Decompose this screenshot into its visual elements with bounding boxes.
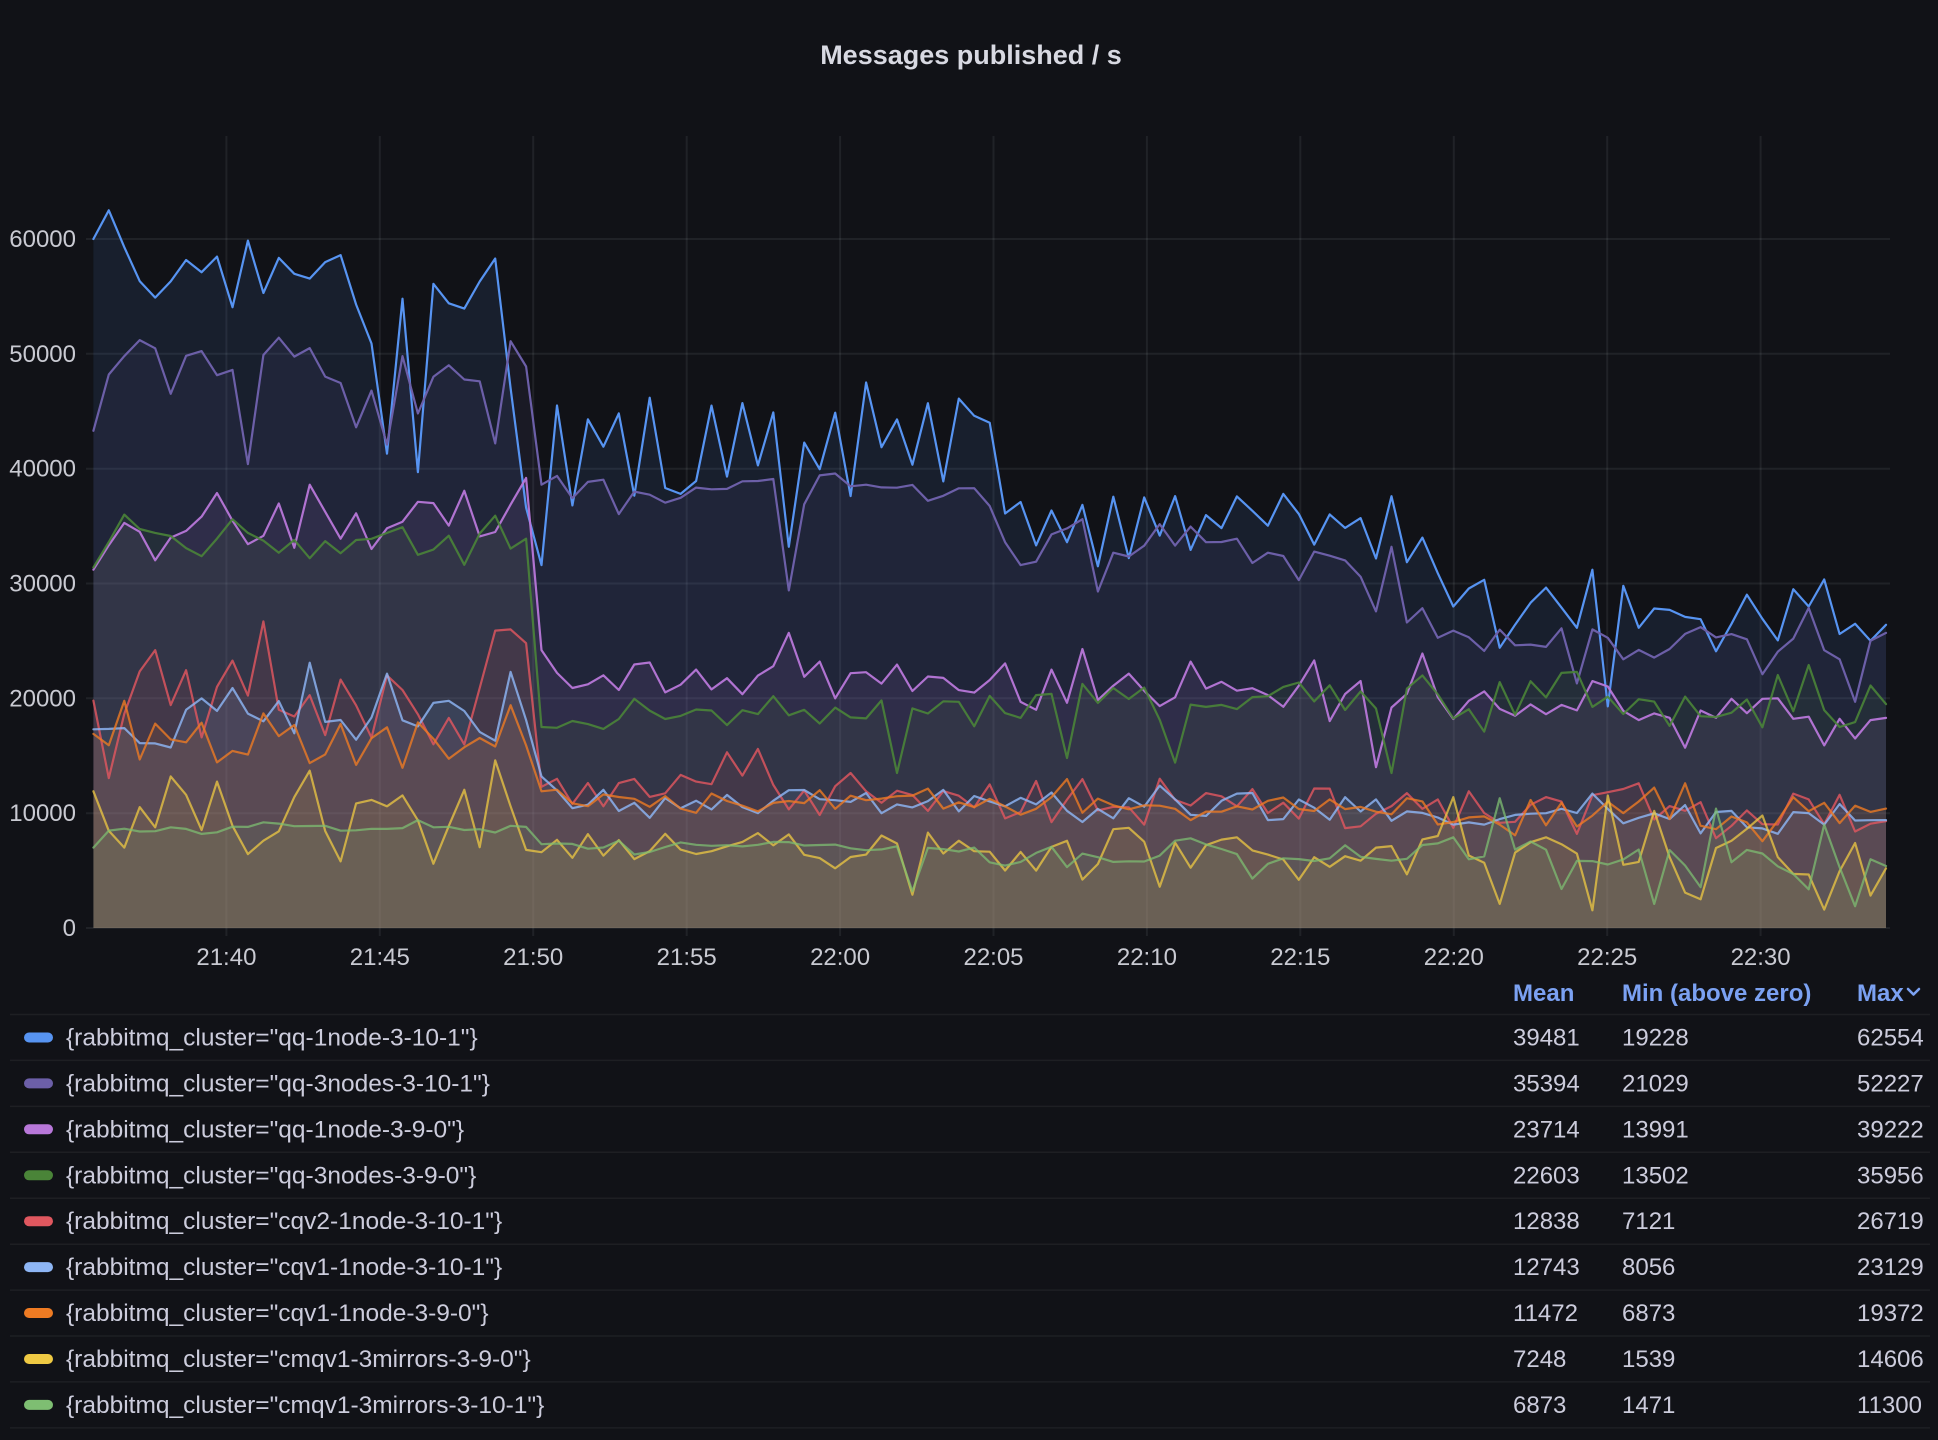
svg-text:20000: 20000 bbox=[9, 685, 76, 712]
svg-text:11300: 11300 bbox=[1857, 1392, 1922, 1419]
svg-text:{rabbitmq_cluster="qq-1node-3-: {rabbitmq_cluster="qq-1node-3-9-0"} bbox=[66, 1116, 464, 1143]
svg-text:50000: 50000 bbox=[9, 341, 76, 368]
svg-text:{rabbitmq_cluster="qq-1node-3-: {rabbitmq_cluster="qq-1node-3-10-1"} bbox=[66, 1025, 478, 1052]
svg-text:22:10: 22:10 bbox=[1117, 944, 1177, 971]
svg-text:21:40: 21:40 bbox=[196, 944, 256, 971]
svg-text:{rabbitmq_cluster="cqv1-1node-: {rabbitmq_cluster="cqv1-1node-3-9-0"} bbox=[66, 1300, 489, 1327]
svg-text:40000: 40000 bbox=[9, 456, 76, 483]
svg-text:{rabbitmq_cluster="cqv1-1node-: {rabbitmq_cluster="cqv1-1node-3-10-1"} bbox=[66, 1254, 502, 1281]
svg-text:Messages published / s: Messages published / s bbox=[820, 40, 1122, 70]
svg-text:21029: 21029 bbox=[1622, 1070, 1689, 1097]
svg-text:23714: 23714 bbox=[1513, 1116, 1580, 1143]
svg-text:39481: 39481 bbox=[1513, 1025, 1580, 1052]
svg-text:{rabbitmq_cluster="qq-3nodes-3: {rabbitmq_cluster="qq-3nodes-3-9-0"} bbox=[66, 1162, 476, 1189]
svg-text:19372: 19372 bbox=[1857, 1300, 1924, 1327]
svg-text:22:25: 22:25 bbox=[1577, 944, 1637, 971]
svg-text:35956: 35956 bbox=[1857, 1162, 1924, 1189]
svg-text:62554: 62554 bbox=[1857, 1025, 1924, 1052]
svg-text:6873: 6873 bbox=[1513, 1392, 1566, 1419]
svg-text:22:30: 22:30 bbox=[1731, 944, 1791, 971]
svg-text:Max: Max bbox=[1857, 980, 1904, 1007]
svg-text:6873: 6873 bbox=[1622, 1300, 1675, 1327]
svg-text:1471: 1471 bbox=[1622, 1392, 1675, 1419]
svg-text:12743: 12743 bbox=[1513, 1254, 1580, 1281]
svg-text:30000: 30000 bbox=[9, 571, 76, 598]
svg-text:7248: 7248 bbox=[1513, 1346, 1566, 1373]
svg-text:22603: 22603 bbox=[1513, 1162, 1580, 1189]
svg-text:0: 0 bbox=[63, 915, 76, 942]
svg-text:60000: 60000 bbox=[9, 226, 76, 253]
svg-text:{rabbitmq_cluster="qq-3nodes-3: {rabbitmq_cluster="qq-3nodes-3-10-1"} bbox=[66, 1070, 490, 1097]
svg-text:22:20: 22:20 bbox=[1424, 944, 1484, 971]
svg-text:Min (above zero): Min (above zero) bbox=[1622, 980, 1811, 1007]
svg-text:{rabbitmq_cluster="cmqv1-3mirr: {rabbitmq_cluster="cmqv1-3mirrors-3-10-1… bbox=[66, 1392, 544, 1419]
svg-text:14606: 14606 bbox=[1857, 1346, 1924, 1373]
svg-text:8056: 8056 bbox=[1622, 1254, 1675, 1281]
svg-text:13502: 13502 bbox=[1622, 1162, 1689, 1189]
svg-text:35394: 35394 bbox=[1513, 1070, 1580, 1097]
svg-text:13991: 13991 bbox=[1622, 1116, 1689, 1143]
svg-text:10000: 10000 bbox=[9, 800, 76, 827]
svg-text:21:45: 21:45 bbox=[350, 944, 410, 971]
svg-text:23129: 23129 bbox=[1857, 1254, 1924, 1281]
svg-text:19228: 19228 bbox=[1622, 1025, 1689, 1052]
svg-text:1539: 1539 bbox=[1622, 1346, 1675, 1373]
svg-text:22:00: 22:00 bbox=[810, 944, 870, 971]
svg-text:11472: 11472 bbox=[1513, 1300, 1578, 1327]
svg-text:{rabbitmq_cluster="cmqv1-3mirr: {rabbitmq_cluster="cmqv1-3mirrors-3-9-0"… bbox=[66, 1346, 531, 1373]
svg-text:52227: 52227 bbox=[1857, 1070, 1924, 1097]
svg-text:Mean: Mean bbox=[1513, 980, 1574, 1007]
svg-text:{rabbitmq_cluster="cqv2-1node-: {rabbitmq_cluster="cqv2-1node-3-10-1"} bbox=[66, 1208, 502, 1235]
svg-text:26719: 26719 bbox=[1857, 1208, 1924, 1235]
svg-text:39222: 39222 bbox=[1857, 1116, 1924, 1143]
svg-text:21:55: 21:55 bbox=[657, 944, 717, 971]
svg-text:22:05: 22:05 bbox=[963, 944, 1023, 971]
svg-text:7121: 7121 bbox=[1622, 1208, 1675, 1235]
svg-text:12838: 12838 bbox=[1513, 1208, 1580, 1235]
svg-text:22:15: 22:15 bbox=[1270, 944, 1330, 971]
svg-text:21:50: 21:50 bbox=[503, 944, 563, 971]
